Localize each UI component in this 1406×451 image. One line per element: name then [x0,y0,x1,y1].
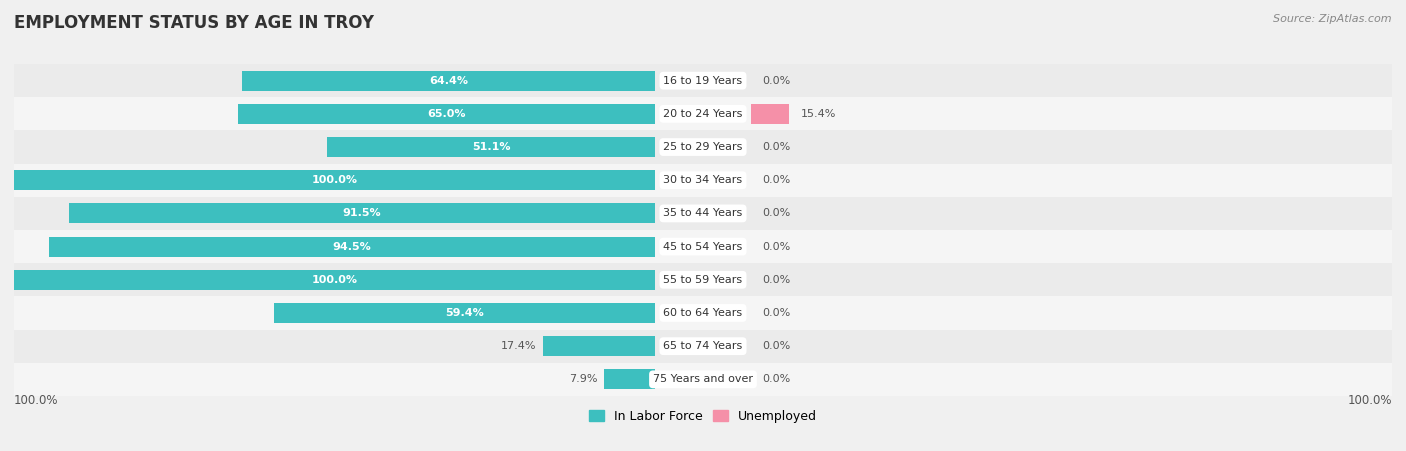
Bar [543,336,655,356]
Bar [751,104,789,124]
Text: 51.1%: 51.1% [472,142,510,152]
Text: 100.0%: 100.0% [311,175,357,185]
Bar [14,130,1392,164]
Text: 15.4%: 15.4% [800,109,835,119]
Bar [242,71,655,91]
Text: 25 to 29 Years: 25 to 29 Years [664,142,742,152]
Text: 0.0%: 0.0% [762,76,790,86]
Bar [14,197,1392,230]
Bar [14,97,1392,130]
Bar [14,263,1392,296]
Text: 0.0%: 0.0% [762,341,790,351]
Text: EMPLOYMENT STATUS BY AGE IN TROY: EMPLOYMENT STATUS BY AGE IN TROY [14,14,374,32]
Text: 16 to 19 Years: 16 to 19 Years [664,76,742,86]
Text: 64.4%: 64.4% [429,76,468,86]
Bar [49,237,655,257]
Text: 0.0%: 0.0% [762,208,790,218]
Text: 100.0%: 100.0% [311,275,357,285]
Text: 0.0%: 0.0% [762,242,790,252]
Bar [69,203,655,223]
Text: 20 to 24 Years: 20 to 24 Years [664,109,742,119]
Text: 0.0%: 0.0% [762,142,790,152]
Text: 35 to 44 Years: 35 to 44 Years [664,208,742,218]
Text: 7.9%: 7.9% [569,374,598,384]
Text: 59.4%: 59.4% [446,308,484,318]
Bar [14,164,1392,197]
Text: 100.0%: 100.0% [1347,395,1392,407]
Text: 75 Years and over: 75 Years and over [652,374,754,384]
Text: 0.0%: 0.0% [762,275,790,285]
Bar [14,330,1392,363]
Bar [14,170,655,190]
Bar [14,64,1392,97]
Bar [14,296,1392,330]
Bar [14,270,655,290]
Legend: In Labor Force, Unemployed: In Labor Force, Unemployed [583,405,823,428]
Text: Source: ZipAtlas.com: Source: ZipAtlas.com [1274,14,1392,23]
Bar [14,363,1392,396]
Text: 0.0%: 0.0% [762,175,790,185]
Bar [238,104,655,124]
Text: 100.0%: 100.0% [14,395,59,407]
Bar [605,369,655,389]
Bar [328,137,655,157]
Text: 0.0%: 0.0% [762,374,790,384]
Text: 60 to 64 Years: 60 to 64 Years [664,308,742,318]
Text: 65.0%: 65.0% [427,109,465,119]
Text: 55 to 59 Years: 55 to 59 Years [664,275,742,285]
Bar [14,230,1392,263]
Text: 45 to 54 Years: 45 to 54 Years [664,242,742,252]
Text: 0.0%: 0.0% [762,308,790,318]
Text: 17.4%: 17.4% [501,341,537,351]
Text: 65 to 74 Years: 65 to 74 Years [664,341,742,351]
Text: 91.5%: 91.5% [342,208,381,218]
Text: 94.5%: 94.5% [333,242,371,252]
Bar [274,303,655,323]
Text: 30 to 34 Years: 30 to 34 Years [664,175,742,185]
